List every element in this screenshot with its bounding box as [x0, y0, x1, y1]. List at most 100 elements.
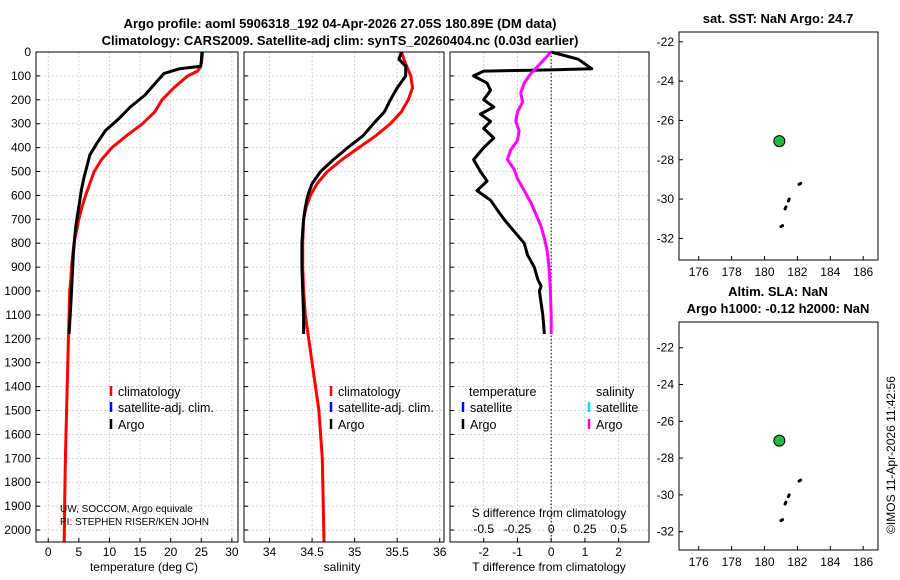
- x-tick-label: 2: [615, 545, 622, 559]
- map-y-tick-label: -28: [657, 153, 675, 167]
- x-tick-label: 0: [45, 545, 52, 559]
- depth-tick-label: 700: [11, 212, 31, 226]
- temperature-profile-panel: 0 5 10 15 20 25 300100200300400500600700800900…: [4, 45, 239, 574]
- x-tick-label: -1: [512, 545, 523, 559]
- map-x-tick-label: 186: [853, 555, 873, 569]
- x-tick-label: 10: [103, 545, 117, 559]
- map-y-tick-label: -24: [657, 378, 675, 392]
- x-tick-label: 1: [582, 545, 589, 559]
- map-sst-content: 176 178 180 182 184 186 -22 -24 -26 -28 -30 -32: [657, 35, 874, 279]
- difference-profile-panel: -2 -1 0 1 2 -0.5 -0.25 0 0.25 0.5 S difference fr…: [449, 50, 650, 574]
- map-x-tick-label: 178: [722, 555, 742, 569]
- figure-title-line1: Argo profile: aoml 5906318_192 04-Apr-20…: [124, 16, 557, 31]
- depth-tick-label: 1300: [4, 356, 31, 370]
- depth-tick-label: 1400: [4, 380, 31, 394]
- difference-legend: temperature salinity satellite Argo sate…: [461, 385, 638, 432]
- x-tick-label: 34.5: [300, 545, 324, 559]
- credit-line1: UW, SOCCOM, Argo equivale: [60, 504, 193, 515]
- x-tick-label: 25: [195, 545, 209, 559]
- difference-xlabel: T difference from climatology: [472, 560, 626, 574]
- x-tick-label: 34: [263, 545, 277, 559]
- map-sla-frame: [678, 321, 879, 551]
- map-x-tick-label: 176: [689, 265, 709, 279]
- difference-series: [472, 50, 594, 335]
- salinity-frame: [243, 51, 445, 543]
- legend-sal-satellite: satellite: [596, 401, 638, 415]
- x-tick-label: 30: [225, 545, 239, 559]
- depth-tick-label: 800: [11, 236, 31, 250]
- map-sla-panel: 176 178 180 182 184 186 -22 -24 -26 -28 -30 -32: [657, 321, 879, 569]
- map-x-tick-label: 180: [755, 265, 775, 279]
- legend-argo: Argo: [118, 418, 144, 432]
- float-track-segment: [783, 500, 788, 506]
- float-track-segment: [779, 224, 785, 229]
- figure-title-line2: Climatology: CARS2009. Satellite-adj cli…: [102, 33, 579, 48]
- depth-tick-label: 500: [11, 165, 31, 179]
- map-x-tick-label: 184: [820, 265, 840, 279]
- temperature-ticks: 0 5 10 15 20 25 300100200300400500600700800900…: [4, 45, 239, 559]
- series-line-argo: [300, 51, 408, 334]
- salinity-series: [300, 51, 414, 543]
- depth-tick-label: 100: [11, 69, 31, 83]
- series-line-climatology: [301, 51, 414, 543]
- imos-watermark: ©IMOS 11-Apr-2026 11:42:56: [884, 376, 898, 534]
- salinity-legend: climatology satellite-adj. clim. Argo: [329, 385, 434, 432]
- temperature-frame: [35, 51, 239, 543]
- map-x-tick-label: 184: [820, 555, 840, 569]
- map-y-tick-label: -26: [657, 414, 675, 428]
- x-tick-label: -2: [478, 545, 489, 559]
- float-track-segment: [786, 197, 791, 203]
- salinity-diff-tick-label: 0.25: [573, 522, 597, 536]
- legend-satellite: satellite-adj. clim.: [338, 401, 434, 415]
- depth-tick-label: 1900: [4, 499, 31, 513]
- map-top-title: sat. SST: NaN Argo: 24.7: [703, 11, 854, 26]
- salinity-diff-tick-label: -0.25: [504, 522, 532, 536]
- float-track-segment: [797, 478, 803, 483]
- map-sla-content: 176 178 180 182 184 186 -22 -24 -26 -28 -30 -32: [657, 341, 874, 569]
- depth-tick-label: 1000: [4, 284, 31, 298]
- map-x-tick-label: 180: [755, 555, 775, 569]
- salinity-diff-tick-label: 0: [548, 522, 555, 536]
- depth-tick-label: 1100: [5, 308, 31, 322]
- depth-tick-label: 1200: [4, 332, 31, 346]
- x-tick-label: 20: [164, 545, 178, 559]
- temperature-legend: climatology satellite-adj. clim. Argo: [109, 385, 214, 432]
- difference-frame: [449, 51, 650, 543]
- salinity-profile-panel: 34 34.5 35 35.5 36 salinity climatology sate…: [243, 51, 447, 574]
- difference-ticks: -2 -1 0 1 2 -0.5 -0.25 0 0.25 0.5: [450, 51, 627, 559]
- map-y-tick-label: -32: [657, 231, 675, 245]
- x-tick-label: 0: [548, 545, 555, 559]
- float-track-segment: [797, 181, 803, 186]
- credit-line2: PI: STEPHEN RISER/KEN JOHN: [60, 517, 209, 528]
- salinity-xlabel: salinity: [324, 560, 361, 574]
- temperature-series: [62, 51, 204, 543]
- series-line-climatology: [62, 51, 204, 543]
- temperature-xlabel: temperature (deg C): [90, 560, 198, 574]
- map-y-tick-label: -28: [657, 451, 675, 465]
- series-line-temperature-argo: [472, 50, 594, 335]
- legend-temp-argo: Argo: [470, 418, 496, 432]
- depth-tick-label: 900: [11, 260, 31, 274]
- float-track-segment: [786, 493, 791, 499]
- difference-xlabel2: S difference from climatology: [472, 506, 627, 520]
- series-line-argo: [67, 51, 204, 335]
- map-x-tick-label: 182: [787, 265, 807, 279]
- depth-tick-label: 1800: [4, 475, 31, 489]
- float-track-segment: [783, 205, 788, 211]
- salinity-ticks: 34 34.5 35 35.5 36: [244, 51, 447, 559]
- map-x-tick-label: 182: [787, 555, 807, 569]
- map-x-tick-label: 186: [853, 265, 873, 279]
- x-tick-label: 5: [76, 545, 83, 559]
- map-y-tick-label: -32: [657, 525, 675, 539]
- x-tick-label: 15: [133, 545, 147, 559]
- legend-temp-satellite: satellite: [470, 401, 512, 415]
- depth-tick-label: 600: [11, 188, 31, 202]
- legend-climatology: climatology: [338, 385, 401, 399]
- map-y-tick-label: -26: [657, 113, 675, 127]
- map-y-tick-label: -22: [657, 35, 675, 49]
- depth-tick-label: 1700: [4, 451, 31, 465]
- salinity-grid: [244, 51, 444, 542]
- map-sst-panel: 176 178 180 182 184 186 -22 -24 -26 -28 -30 -32: [657, 31, 879, 279]
- legend-climatology: climatology: [118, 385, 181, 399]
